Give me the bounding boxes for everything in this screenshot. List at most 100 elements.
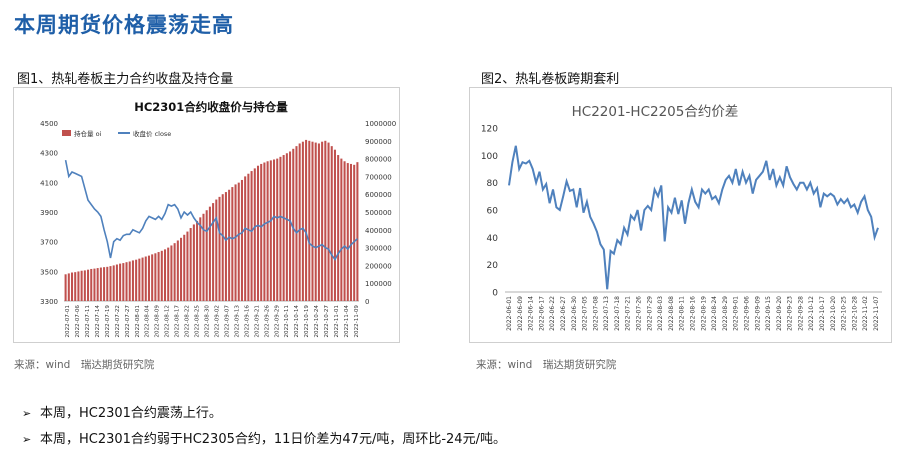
x-tick-label: 2022-09-02	[214, 305, 220, 338]
oi-bar	[337, 155, 340, 301]
x-tick-label: 2022-08-16	[690, 296, 697, 331]
oi-bar	[256, 165, 260, 301]
oi-bar	[196, 220, 199, 301]
oi-bar	[170, 245, 173, 301]
x-tick-label: 2022-08-22	[185, 305, 191, 338]
oi-bar	[186, 231, 189, 301]
figure1-caption: 图1、热轧卷板主力合约收盘及持仓量	[17, 72, 234, 87]
arrow-bullet-icon: ➢	[22, 407, 32, 420]
oi-bar	[205, 210, 208, 301]
y-tick-label: 60	[487, 207, 499, 217]
legend-label-oi: 持仓量 oi	[74, 129, 102, 138]
x-tick-label: 2022-09-01	[733, 296, 740, 331]
oi-bar	[250, 171, 253, 301]
x-tick-label: 2022-06-30	[571, 296, 578, 331]
x-tick-label: 2022-10-12	[808, 296, 815, 331]
x-tick-label: 2022-08-03	[657, 296, 664, 331]
oi-bar	[151, 254, 154, 301]
oi-bar	[298, 143, 301, 301]
x-tick-label: 2022-07-29	[646, 296, 653, 331]
chart1-panel: HC2301合约收盘价与持仓量 持仓量 oi 收盘价 close 4500 4300 41…	[13, 87, 400, 343]
oi-bar	[131, 260, 134, 301]
oi-bar	[215, 199, 218, 301]
oi-bar	[247, 173, 250, 301]
x-tick-label: 2022-07-06	[75, 305, 81, 338]
oi-bar	[125, 262, 128, 301]
oi-bar	[192, 224, 195, 301]
oi-bar	[154, 253, 157, 301]
x-tick-label: 2022-09-06	[743, 296, 750, 331]
oi-bar	[64, 274, 67, 301]
y-right-tick-label: 300000	[365, 245, 392, 253]
oi-bar	[157, 252, 160, 301]
x-tick-label: 2022-08-01	[135, 305, 141, 338]
oi-bar	[208, 206, 211, 301]
oi-bar	[147, 255, 150, 301]
oi-bar	[349, 163, 353, 301]
x-tick-label: 2022-08-08	[668, 296, 675, 331]
x-tick-label: 2022-10-14	[294, 305, 300, 338]
figure2-caption: 图2、热轧卷板跨期套利	[481, 72, 620, 87]
oi-bar	[112, 265, 115, 301]
oi-bar	[228, 189, 231, 301]
oi-bar	[231, 187, 234, 301]
y-right-tick-label: 400000	[365, 227, 392, 235]
oi-bar	[276, 158, 279, 301]
x-tick-label: 2022-07-19	[105, 305, 111, 338]
oi-bar	[269, 160, 272, 301]
oi-bar	[189, 228, 192, 301]
oi-bar	[285, 153, 288, 301]
oi-bar	[128, 261, 131, 301]
oi-bar	[167, 247, 170, 301]
oi-bar	[99, 267, 102, 301]
x-tick-label: 2022-08-09	[155, 305, 161, 338]
y-right-tick-label: 600000	[365, 191, 392, 199]
oi-bar	[346, 163, 349, 301]
x-tick-label: 2022-11-09	[354, 305, 360, 338]
oi-bar	[80, 270, 83, 301]
oi-bar	[224, 192, 227, 301]
oi-bar	[327, 142, 330, 301]
oi-bar	[160, 250, 163, 301]
y-right-tick-label: 0	[365, 298, 369, 306]
x-tick-label: 2022-08-11	[679, 296, 686, 331]
y-tick-label: 20	[487, 261, 499, 271]
oi-bar	[115, 264, 118, 301]
arrow-bullet-icon: ➢	[22, 433, 32, 446]
x-tick-label: 2022-10-20	[830, 296, 837, 331]
chart2-title: HC2201-HC2205合约价差	[572, 104, 739, 120]
oi-bar	[292, 148, 295, 301]
x-tick-label: 2022-09-21	[254, 305, 260, 338]
x-tick-label: 2022-09-16	[244, 305, 250, 338]
x-tick-label: 2022-09-13	[234, 305, 240, 338]
x-tick-label: 2022-07-13	[603, 296, 610, 331]
oi-bar	[330, 146, 333, 301]
oi-bar	[356, 162, 359, 301]
y-right-tick-label: 800000	[365, 156, 392, 164]
x-tick-label: 2022-08-30	[205, 305, 211, 338]
x-tick-label: 2022-09-26	[264, 305, 270, 338]
chart2-panel: HC2201-HC2205合约价差 120 100 80 60 40 20 0 2022-06-…	[469, 87, 892, 343]
chart1-title: HC2301合约收盘价与持仓量	[134, 100, 288, 114]
x-tick-label: 2022-07-11	[85, 305, 91, 338]
oi-bar	[212, 203, 215, 301]
y-right-tick-label: 700000	[365, 173, 392, 181]
oi-bar	[138, 258, 141, 301]
oi-bar	[103, 267, 106, 301]
x-tick-label: 2022-07-05	[582, 296, 589, 331]
close-price-line	[64, 159, 358, 261]
x-tick-label: 2022-08-25	[195, 305, 201, 338]
oi-bar	[321, 141, 324, 301]
oi-bar	[240, 179, 243, 301]
bullet-text-1: 本周，HC2301合约震荡上行。	[40, 406, 222, 421]
x-tick-label: 2022-08-17	[175, 305, 181, 338]
oi-bar	[93, 268, 96, 301]
x-tick-label: 2022-07-08	[592, 296, 599, 331]
x-tick-label: 2022-06-17	[538, 296, 545, 331]
y-right-tick-label: 100000	[365, 280, 392, 288]
spread-line	[508, 145, 879, 290]
oi-bar	[202, 213, 205, 301]
x-tick-label: 2022-09-23	[787, 296, 794, 331]
x-tick-label: 2022-07-21	[625, 296, 632, 331]
y-left-tick-label: 4100	[40, 179, 58, 187]
